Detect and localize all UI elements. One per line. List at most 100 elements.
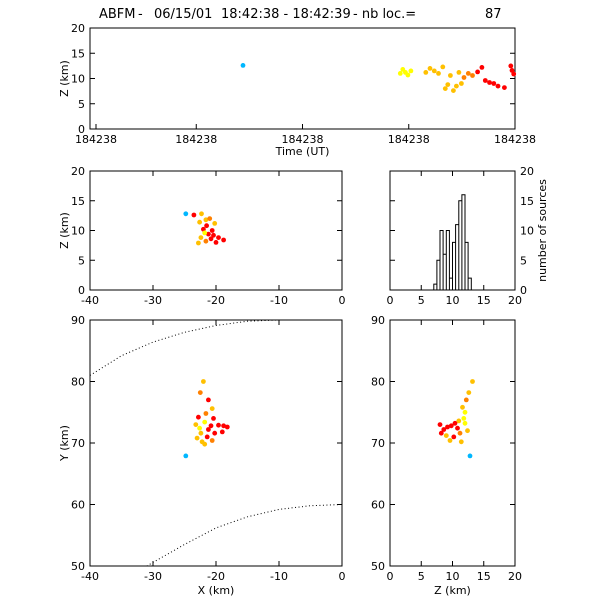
source-point [201, 379, 206, 384]
source-point [203, 238, 209, 244]
y-tick-label: 0 [520, 284, 527, 297]
x-tick-label: 20 [508, 570, 522, 583]
network-boundary-curve [146, 504, 343, 567]
source-point [183, 211, 189, 217]
source-point [194, 435, 200, 441]
x-tick-label: -10 [270, 570, 288, 583]
source-point [456, 418, 462, 424]
source-point [436, 71, 441, 76]
y-tick-label: 80 [371, 376, 385, 389]
y-tick-label: 90 [71, 314, 85, 327]
x-tick-label: 184238 [175, 133, 217, 146]
x-tick-label: 5 [418, 570, 425, 583]
y-tick-label: 5 [520, 254, 527, 267]
source-point [445, 82, 451, 87]
source-point [463, 397, 469, 403]
x-tick-label: 184238 [388, 133, 430, 146]
source-point [448, 73, 453, 78]
source-point [431, 68, 437, 74]
source-point [191, 212, 197, 218]
source-point [202, 419, 208, 425]
y-tick-label: 10 [520, 225, 534, 238]
source-point [508, 63, 514, 69]
source-point [445, 424, 450, 430]
network-boundary-curve [89, 319, 280, 376]
plot-frame [89, 27, 516, 130]
x-tick-label: 15 [477, 294, 491, 307]
source-point [441, 427, 447, 432]
source-point [511, 71, 517, 77]
source-point [479, 65, 485, 70]
y-axis-title: Z (km) [58, 212, 71, 249]
y-tick-label: 80 [71, 376, 85, 389]
figure-title: ABFM - 06/15/01 18:42:38 - 18:42:39 - nb… [99, 7, 502, 22]
y-axis-title: number of sources [536, 179, 549, 282]
source-point [440, 64, 446, 70]
y-tick-label: 5 [78, 98, 85, 111]
y-tick-label: 90 [371, 314, 385, 327]
source-point [459, 81, 464, 86]
y-tick-label: 5 [78, 254, 85, 267]
source-point [202, 230, 208, 236]
plot-frame [89, 170, 343, 291]
source-point [470, 379, 475, 384]
y-tick-label: 15 [520, 195, 534, 208]
source-point [408, 68, 414, 74]
source-point [443, 433, 449, 438]
source-point [197, 425, 203, 431]
source-point [203, 217, 209, 223]
source-point [202, 441, 208, 447]
source-point [209, 438, 215, 443]
source-point [448, 423, 454, 429]
source-point [491, 81, 497, 86]
x-tick-label: 5 [418, 294, 425, 307]
source-point [487, 80, 492, 85]
source-point [209, 228, 215, 233]
source-point [454, 83, 459, 89]
source-point [397, 71, 403, 76]
y-tick-label: 70 [371, 437, 385, 450]
x-tick-label: 10 [446, 570, 460, 583]
source-point [211, 416, 216, 421]
x-tick-label: -30 [144, 570, 162, 583]
x-tick-label: 0 [387, 294, 394, 307]
x-tick-label: 0 [339, 294, 346, 307]
x-tick-label: -40 [81, 570, 99, 583]
y-tick-label: 50 [71, 560, 85, 573]
title-count: 87 [485, 7, 502, 22]
source-point [193, 422, 199, 427]
source-point [221, 423, 227, 429]
y-tick-label: 15 [71, 195, 85, 208]
title-station: ABFM [99, 7, 136, 22]
source-point [206, 231, 211, 237]
plot-frame [389, 319, 516, 567]
source-point [467, 453, 473, 459]
source-point [475, 69, 480, 75]
x-tick-label: 0 [387, 570, 394, 583]
source-point [216, 235, 221, 241]
source-point [212, 221, 218, 226]
y-tick-label: 10 [71, 225, 85, 238]
source-point [482, 78, 488, 83]
x-tick-label: -20 [207, 570, 225, 583]
source-point [452, 420, 458, 426]
source-point [462, 409, 468, 415]
title-date: 06/15/01 [154, 7, 212, 22]
source-point [196, 414, 201, 420]
x-tick-label: 184238 [494, 133, 536, 146]
source-point [442, 86, 448, 91]
y-tick-label: 20 [520, 165, 534, 178]
y-tick-label: 0 [78, 123, 85, 136]
source-point [465, 428, 470, 434]
histogram-outline [390, 194, 515, 291]
source-point [208, 423, 214, 429]
source-point [198, 430, 204, 436]
source-point [451, 88, 456, 93]
x-tick-label: -40 [81, 294, 99, 307]
source-point [216, 422, 221, 428]
x-tick-label: 15 [477, 570, 491, 583]
source-point [219, 429, 225, 435]
